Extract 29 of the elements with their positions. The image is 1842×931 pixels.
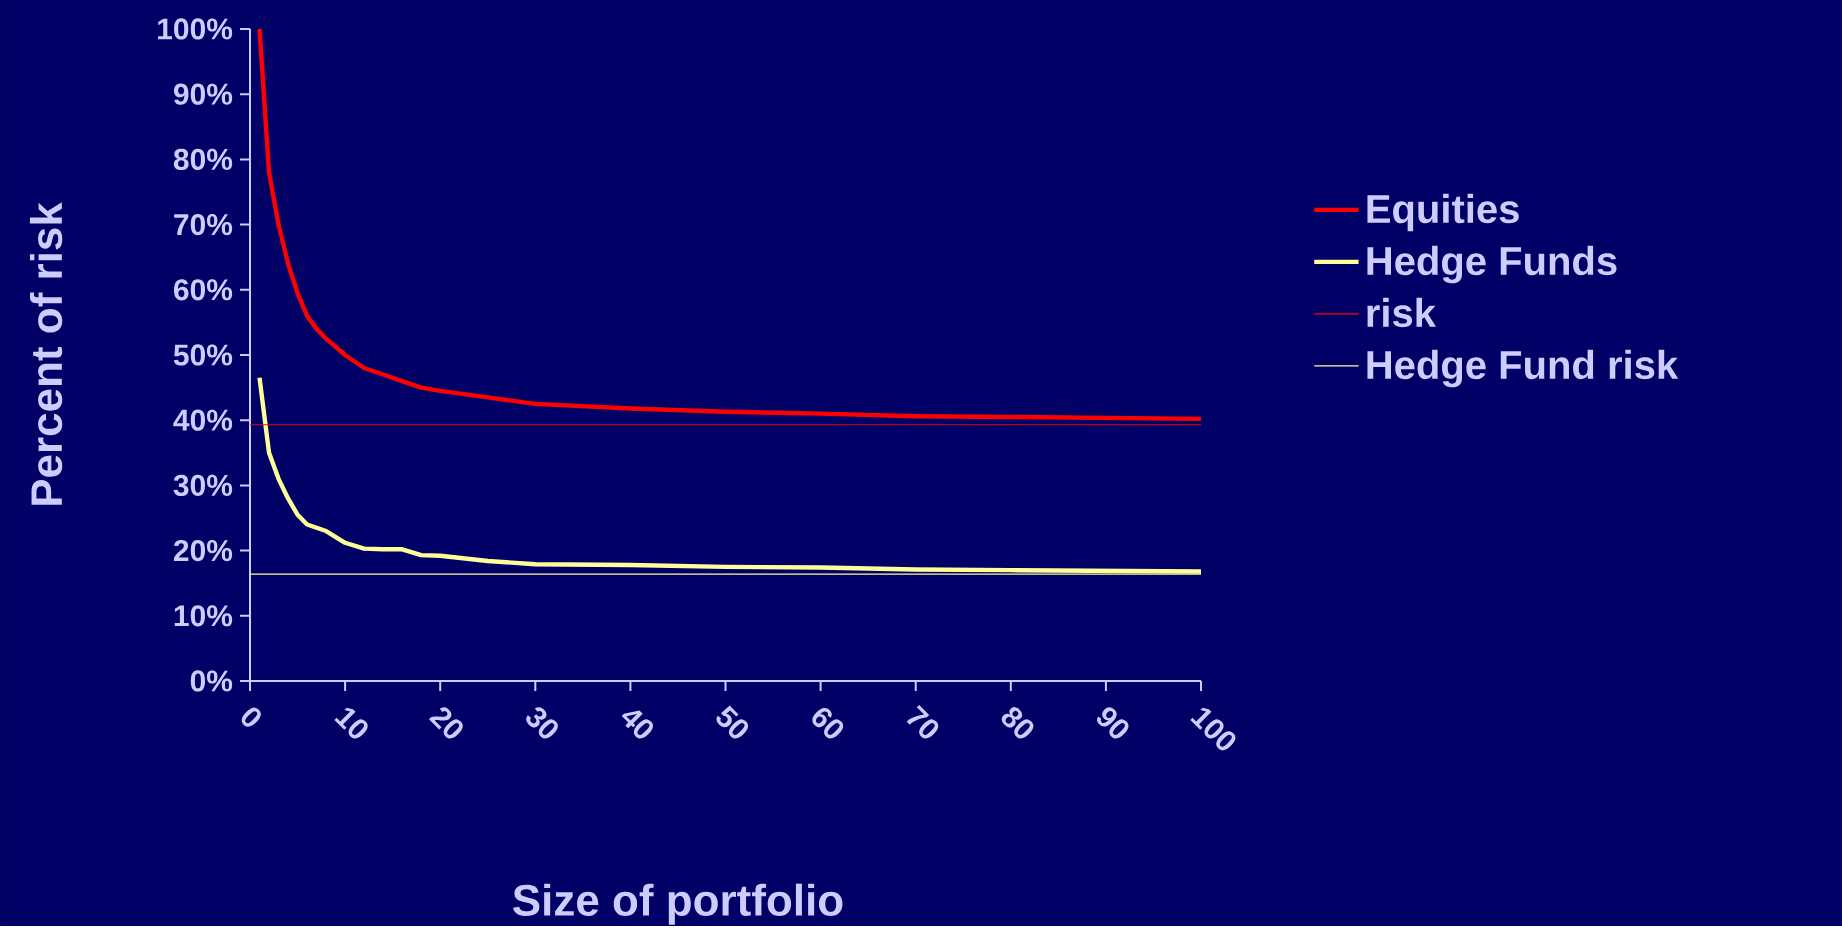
- x-tick-label: 10: [334, 707, 368, 739]
- line-series: [257, 28, 1202, 421]
- x-tick-label: 60: [812, 707, 844, 739]
- y-tick-label: 80%: [173, 148, 233, 170]
- y-tick-label: 90%: [173, 83, 233, 105]
- y-tick-label: 100%: [158, 18, 233, 40]
- y-tick-label: 40%: [173, 409, 233, 431]
- y-tick-label: 20%: [173, 539, 233, 562]
- x-tick-label: 80: [1001, 706, 1034, 739]
- x-tick-label: 50: [716, 705, 749, 739]
- x-tick-label: 0: [241, 707, 261, 727]
- x-axis-title: Size of portfolio: [513, 883, 843, 925]
- legend-label: Hedge Funds: [1367, 245, 1617, 284]
- x-tick-label: 20: [428, 707, 463, 739]
- x-tick-label: 40: [621, 710, 654, 739]
- y-tick-label: 30%: [173, 474, 233, 496]
- legend-label: Equities: [1367, 193, 1519, 232]
- y-tick-label: 70%: [174, 213, 233, 236]
- y-tick-label: 50%: [173, 344, 233, 366]
- y-tick-label: 60%: [174, 279, 233, 301]
- x-tick-label: 70: [906, 704, 939, 739]
- x-tick-label: 100: [1190, 707, 1236, 751]
- legend-label: Hedge Fund risk: [1367, 349, 1679, 388]
- y-axis-title: Percent of risk: [29, 201, 63, 505]
- x-tick-label: 90: [1097, 707, 1129, 739]
- y-tick-label: 10%: [174, 605, 233, 627]
- y-tick-label: 0%: [190, 670, 233, 692]
- x-tick-label: 30: [526, 706, 558, 739]
- legend-label: risk: [1367, 297, 1436, 328]
